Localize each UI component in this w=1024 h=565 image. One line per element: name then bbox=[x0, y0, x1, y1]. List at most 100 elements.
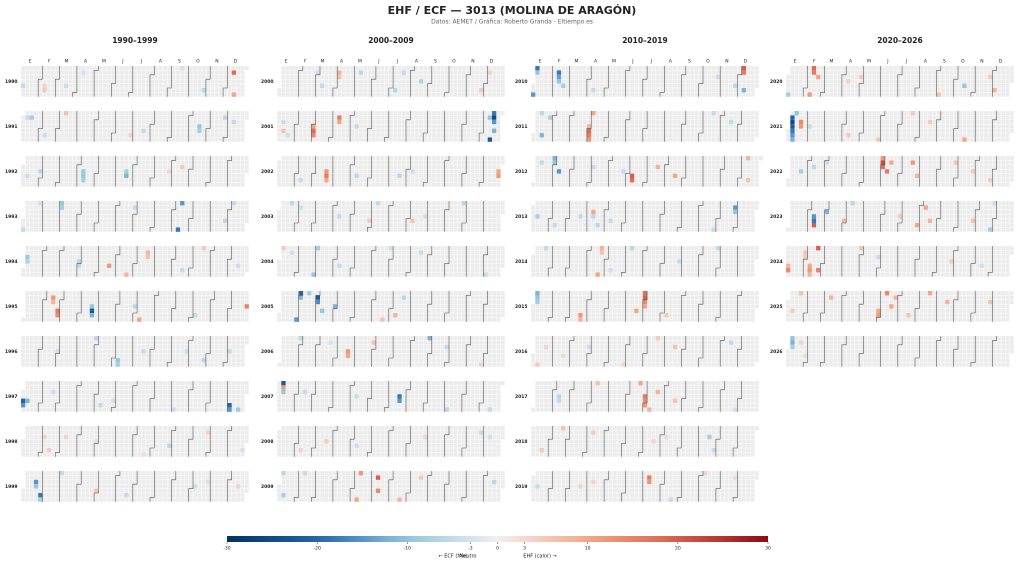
day-cell bbox=[803, 250, 808, 255]
day-cell bbox=[786, 263, 791, 268]
day-cell bbox=[89, 308, 95, 313]
day-cell bbox=[281, 471, 286, 476]
month-separator bbox=[388, 66, 394, 97]
year-label: 2020 bbox=[770, 79, 783, 85]
month-separator bbox=[483, 246, 488, 277]
month-separator bbox=[37, 111, 43, 142]
month-separator bbox=[315, 336, 321, 367]
month-label: M bbox=[358, 59, 362, 65]
day-cell bbox=[642, 299, 648, 305]
month-separator bbox=[349, 426, 355, 457]
month-separator bbox=[603, 291, 609, 322]
day-cell bbox=[586, 124, 592, 129]
month-separator bbox=[659, 66, 665, 97]
month-separator bbox=[659, 246, 665, 277]
day-cell bbox=[401, 295, 406, 300]
month-separator bbox=[478, 381, 484, 412]
month-separator bbox=[698, 471, 704, 502]
day-cell bbox=[76, 259, 82, 264]
day-cell bbox=[236, 484, 241, 489]
month-separator bbox=[115, 471, 121, 502]
month-separator bbox=[914, 291, 920, 322]
month-separator bbox=[328, 111, 334, 142]
month-separator bbox=[132, 426, 138, 457]
month-separator bbox=[461, 111, 467, 142]
day-cell bbox=[807, 268, 812, 273]
month-separator bbox=[552, 111, 558, 142]
day-cell bbox=[586, 137, 592, 142]
day-cell bbox=[816, 74, 821, 80]
day-cell bbox=[236, 263, 241, 268]
day-cell bbox=[733, 475, 738, 480]
colorbar-tick-label: 20 bbox=[675, 546, 681, 552]
month-separator bbox=[149, 336, 155, 367]
month-separator bbox=[461, 471, 467, 502]
month-separator bbox=[227, 471, 232, 502]
month-separator bbox=[953, 111, 959, 142]
calendar-cells bbox=[20, 200, 250, 232]
calendar-cells bbox=[276, 200, 506, 232]
month-separator bbox=[992, 111, 997, 142]
day-cell bbox=[595, 272, 600, 277]
month-separator bbox=[188, 381, 194, 412]
day-cell bbox=[979, 263, 984, 268]
month-separator bbox=[93, 66, 99, 97]
month-label: O bbox=[452, 59, 456, 65]
year-label: 2007 bbox=[261, 394, 274, 400]
day-cell bbox=[479, 430, 484, 435]
day-cell bbox=[535, 291, 540, 296]
month-label: M bbox=[867, 59, 871, 65]
month-separator bbox=[897, 111, 903, 142]
day-cell bbox=[664, 434, 669, 440]
month-separator bbox=[328, 381, 334, 412]
month-separator bbox=[311, 426, 316, 457]
month-separator bbox=[681, 381, 687, 412]
day-cell bbox=[487, 115, 492, 120]
day-cell bbox=[42, 83, 47, 88]
day-cell bbox=[423, 434, 428, 440]
day-cell bbox=[552, 160, 557, 165]
month-separator bbox=[807, 201, 813, 232]
month-separator bbox=[715, 201, 721, 232]
month-separator bbox=[332, 66, 338, 97]
calendar-cells bbox=[276, 155, 506, 187]
day-cell bbox=[492, 128, 497, 133]
day-cell bbox=[21, 403, 26, 408]
month-separator bbox=[115, 291, 121, 322]
month-separator bbox=[166, 66, 172, 97]
day-cell bbox=[51, 389, 56, 395]
day-cell bbox=[397, 398, 402, 403]
month-separator bbox=[311, 471, 316, 502]
month-separator bbox=[897, 156, 903, 187]
day-cell bbox=[375, 201, 381, 206]
month-separator bbox=[76, 246, 82, 277]
month-separator bbox=[715, 246, 721, 277]
month-separator bbox=[76, 291, 82, 322]
day-cell bbox=[841, 218, 847, 223]
day-cell bbox=[132, 304, 138, 309]
day-cell bbox=[337, 263, 342, 268]
day-cell bbox=[281, 246, 286, 251]
day-cell bbox=[397, 394, 402, 399]
day-cell bbox=[298, 295, 303, 300]
colorbar-label: Neutro bbox=[460, 554, 477, 560]
month-separator bbox=[222, 111, 228, 142]
day-cell bbox=[25, 254, 30, 260]
month-label: E bbox=[285, 59, 288, 65]
month-separator bbox=[149, 426, 155, 457]
day-cell bbox=[535, 299, 540, 305]
day-cell bbox=[746, 156, 751, 161]
day-cell bbox=[298, 291, 303, 296]
day-cell bbox=[677, 259, 682, 264]
day-cell bbox=[281, 493, 286, 498]
month-separator bbox=[55, 381, 60, 412]
panel-title: 2010–2019 bbox=[622, 36, 668, 45]
month-label: M bbox=[612, 59, 616, 65]
month-separator bbox=[569, 156, 575, 187]
chart-title: EHF / ECF — 3013 (MOLINA DE ARAGÓN) bbox=[388, 4, 637, 17]
month-separator bbox=[349, 471, 355, 502]
day-cell bbox=[64, 83, 69, 88]
year-label: 2011 bbox=[515, 124, 528, 130]
day-cell bbox=[876, 254, 881, 260]
day-cell bbox=[790, 119, 795, 125]
